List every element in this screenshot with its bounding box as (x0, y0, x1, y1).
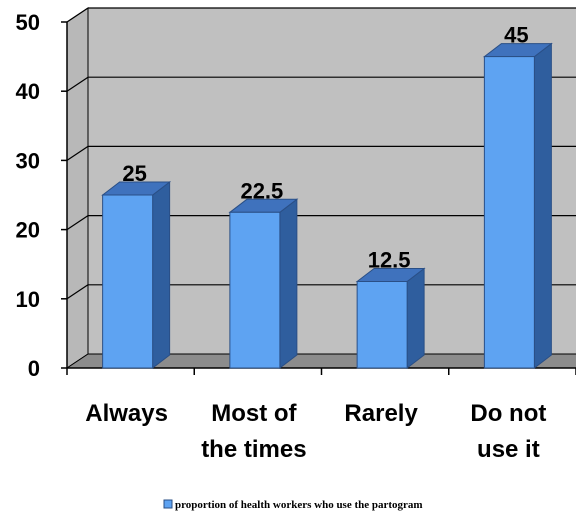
gridline-depth (66, 215, 89, 231)
bar-front (102, 194, 154, 369)
legend-label: proportion of health workers who use the… (175, 499, 423, 511)
bar (228, 198, 299, 370)
y-tick-label: 30 (16, 148, 40, 173)
bar-side (406, 267, 425, 370)
x-category-label: Always (85, 400, 168, 427)
legend: proportion of health workers who use the… (163, 499, 423, 511)
bar-side (152, 180, 171, 370)
gridline-depth (66, 7, 89, 23)
labels: 25 Always 22.5 Most of the times 12.5 Rarely 45… (85, 23, 546, 463)
data-label: 25 (122, 161, 146, 186)
data-label: 22.5 (240, 178, 283, 203)
bar (101, 180, 172, 370)
bars (101, 42, 553, 370)
x-category-label: Rarely (344, 400, 418, 427)
data-label: 45 (504, 23, 528, 48)
y-tick-label: 10 (16, 287, 40, 312)
x-category-label: Most of the times (201, 400, 306, 463)
gridline-depth (66, 284, 89, 300)
y-tick-label: 50 (16, 10, 40, 35)
gridline-depth (66, 145, 89, 161)
y-tick-label: 0 (28, 356, 40, 381)
x-category-label: Do not use it (470, 400, 546, 463)
y-tick-label: 20 (16, 218, 40, 243)
bar (355, 267, 426, 370)
bar-side (279, 198, 298, 370)
legend-item: proportion of health workers who use the… (163, 499, 423, 511)
gridline-depth (66, 76, 89, 92)
side-wall (66, 7, 89, 369)
y-tick-label: 40 (16, 79, 40, 104)
bar-side (533, 42, 552, 370)
bar-front (356, 281, 408, 369)
legend-swatch (163, 499, 173, 509)
bar-front (483, 56, 535, 369)
data-label: 12.5 (368, 248, 411, 273)
bar (482, 42, 553, 370)
plot-background (65, 7, 576, 369)
bar-front (229, 211, 281, 369)
